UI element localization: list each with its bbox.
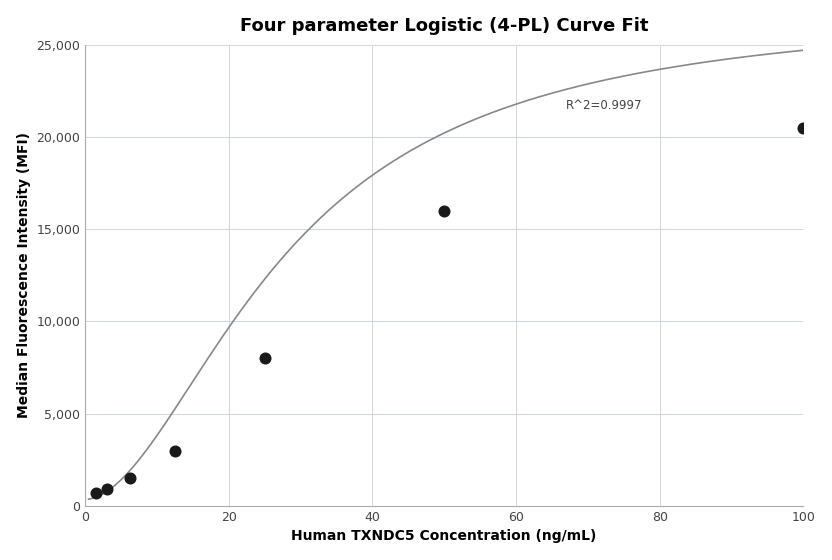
Point	[168, 446, 181, 455]
Point	[797, 123, 810, 132]
Point	[123, 474, 136, 483]
Text: R^2=0.9997: R^2=0.9997	[567, 99, 643, 112]
Title: Four parameter Logistic (4-PL) Curve Fit: Four parameter Logistic (4-PL) Curve Fit	[240, 17, 648, 35]
X-axis label: Human TXNDC5 Concentration (ng/mL): Human TXNDC5 Concentration (ng/mL)	[291, 529, 597, 543]
Point	[438, 206, 451, 215]
Point	[258, 354, 271, 363]
Point	[90, 488, 103, 497]
Point	[101, 485, 114, 494]
Y-axis label: Median Fluorescence Intensity (MFI): Median Fluorescence Intensity (MFI)	[17, 132, 31, 418]
